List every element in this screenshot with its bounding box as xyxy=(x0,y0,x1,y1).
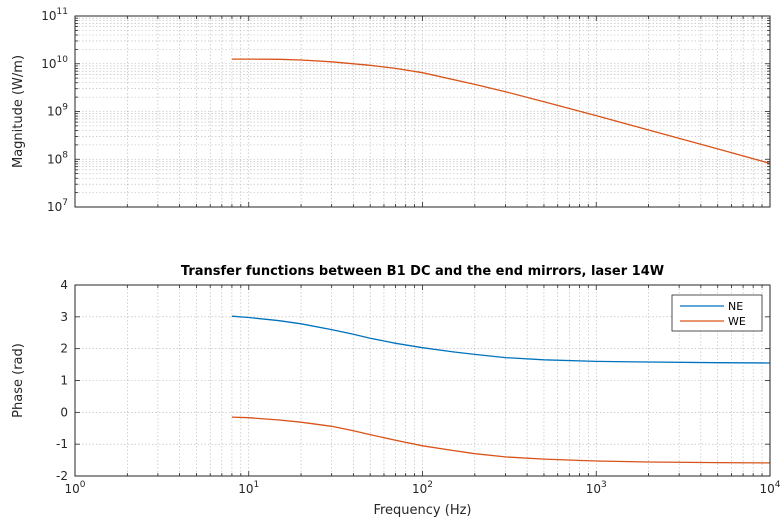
y-tick-label: 2 xyxy=(60,342,68,356)
legend-label-ne: NE xyxy=(728,300,743,313)
y-tick-label: 109 xyxy=(47,103,68,119)
y-tick-label: -1 xyxy=(56,437,68,451)
magnitude-ticks: 107 108 109 1010 1011 xyxy=(41,7,771,214)
y-tick-label: -2 xyxy=(56,469,68,483)
phase-chart-title: Transfer functions between B1 DC and the… xyxy=(181,264,664,279)
legend-label-we: WE xyxy=(728,315,746,328)
y-tick-label: 4 xyxy=(60,278,68,292)
magnitude-series xyxy=(231,58,771,165)
x-tick-label: 103 xyxy=(586,480,607,496)
y-tick-label: 108 xyxy=(47,150,68,166)
phase-legend: NE WE xyxy=(671,294,763,332)
series-line-0 xyxy=(231,58,771,165)
y-tick-label: 107 xyxy=(47,198,68,214)
y-tick-label: 1 xyxy=(60,374,68,388)
y-tick-label: 1010 xyxy=(41,55,68,71)
magnitude-plot: 107 108 109 1010 1011 Magnitude (W/m) xyxy=(11,7,771,214)
x-tick-label: 100 xyxy=(64,480,85,496)
y-tick-label: 3 xyxy=(60,310,68,324)
magnitude-grid xyxy=(75,16,770,207)
phase-plot: Transfer functions between B1 DC and the… xyxy=(11,264,781,518)
phase-ticks: 100 101 102 103 104 -2 -1 0 1 2 3 4 xyxy=(56,278,781,496)
series-line-we xyxy=(231,416,771,464)
frequency-x-axis-label: Frequency (Hz) xyxy=(373,503,471,518)
series-line-ne xyxy=(231,315,771,364)
y-tick-label: 0 xyxy=(60,405,68,419)
phase-y-axis-label: Phase (rad) xyxy=(11,343,26,418)
magnitude-y-axis-label: Magnitude (W/m) xyxy=(11,55,26,168)
phase-series xyxy=(231,315,771,464)
legend-box xyxy=(671,294,763,332)
x-tick-label: 101 xyxy=(238,480,259,496)
x-tick-label: 104 xyxy=(759,480,780,496)
x-tick-label: 102 xyxy=(412,480,433,496)
y-tick-label: 1011 xyxy=(41,7,68,23)
